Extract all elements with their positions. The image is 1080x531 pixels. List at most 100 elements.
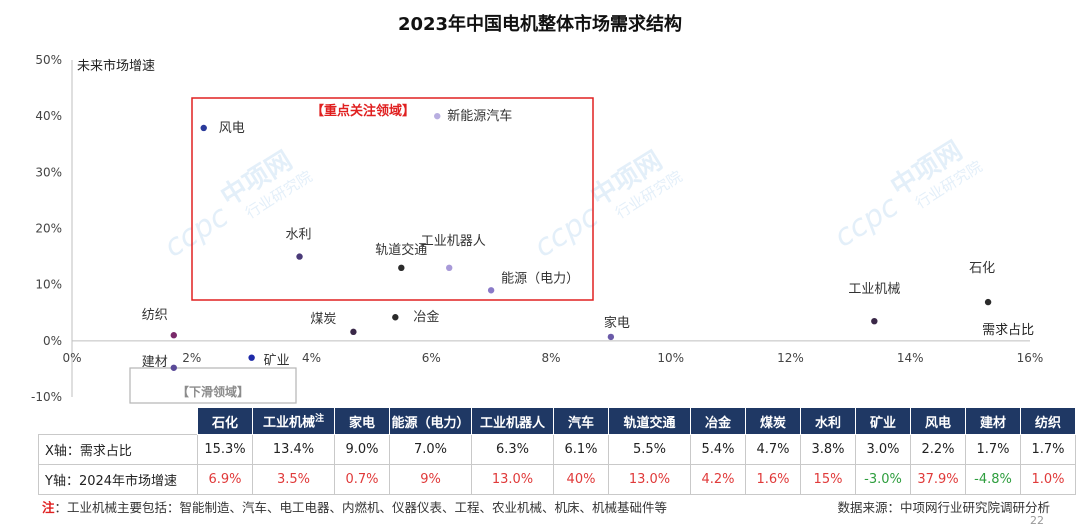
- data-point: [487, 287, 495, 294]
- data-point: [871, 317, 878, 325]
- table-header-label: 纺织: [1034, 415, 1061, 431]
- point-label: 石化: [969, 261, 995, 276]
- table-header-cell: 纺织: [1020, 407, 1076, 435]
- data-point: [200, 124, 207, 132]
- table-cell: 9.0%: [334, 434, 390, 465]
- table-header-label: 煤炭: [759, 415, 786, 431]
- table-header-label: 轨道交通: [623, 415, 676, 431]
- data-point: [350, 328, 357, 336]
- data-point: [607, 333, 615, 341]
- table-header-cell: 风电: [910, 407, 966, 435]
- x-tick-label: 8%: [541, 351, 560, 365]
- table-cell: 40%: [553, 464, 609, 495]
- decline-region-label: 【下滑领域】: [177, 384, 249, 399]
- table-cell: 7.0%: [389, 434, 472, 465]
- table-header-label: 水利: [814, 415, 841, 431]
- table-header-cell: 工业机器人: [471, 407, 554, 435]
- point-label: 矿业: [264, 354, 290, 369]
- watermark-brand: ccpc: [828, 188, 905, 254]
- table-cell: 13.4%: [252, 434, 335, 465]
- data-point: [296, 253, 303, 260]
- table-cell: -3.0%: [855, 464, 911, 495]
- point-label: 能源（电力）: [501, 271, 579, 286]
- table-cell: 13.0%: [471, 464, 554, 495]
- y-tick-label: -10%: [31, 390, 62, 404]
- point-label: 工业机器人: [421, 234, 486, 249]
- table-header-label: 工业机器人: [479, 415, 545, 431]
- table-header-cell: 矿业: [855, 407, 911, 435]
- focus-region-box: [191, 97, 594, 301]
- table-row-label: Y轴：2024年市场增速: [38, 464, 198, 495]
- table-header-label: 冶金: [704, 415, 731, 431]
- watermark-brand: ccpc: [158, 198, 235, 264]
- table-cell: 13.0%: [608, 464, 691, 495]
- x-tick-label: 4%: [302, 351, 321, 365]
- x-tick-label: 2%: [182, 351, 201, 365]
- table-header-cell: 能源（电力）: [389, 407, 472, 435]
- footnote: 注：工业机械主要包括：智能制造、汽车、电工电器、内燃机、仪器仪表、工程、农业机械…: [42, 497, 667, 516]
- table-header-sup: 注: [315, 414, 325, 425]
- table-cell: 5.4%: [690, 434, 746, 465]
- decline-region-box: [129, 367, 297, 404]
- y-tick-label: 50%: [35, 53, 62, 67]
- table-cell: 6.9%: [197, 464, 253, 495]
- y-tick-label: 0%: [43, 334, 62, 348]
- table-cell: 6.1%: [553, 434, 609, 465]
- table-cell: 2.2%: [910, 434, 966, 465]
- table-header-cell: 工业机械注: [252, 407, 335, 435]
- footnote-text: ：工业机械主要包括：智能制造、汽车、电工电器、内燃机、仪器仪表、工程、农业机械、…: [54, 500, 668, 515]
- table-cell: -4.8%: [965, 464, 1021, 495]
- table-header-label: 风电: [924, 415, 951, 431]
- table-cell: 3.0%: [855, 434, 911, 465]
- table-row-x: X轴：需求占比 15.3% 13.4% 9.0% 7.0% 6.3% 6.1% 5.5% 5.4…: [38, 434, 1076, 465]
- table-header-cell: 汽车: [553, 407, 609, 435]
- table-header-label: 家电: [348, 415, 375, 431]
- table-row-label: X轴：需求占比: [38, 434, 198, 465]
- table-cell: 37.9%: [910, 464, 966, 495]
- table-header-label: 能源（电力）: [391, 415, 470, 431]
- data-table: 石化 工业机械注 家电 能源（电力） 工业机器人 汽车 轨道交通 冶金 煤炭 水利 矿业 风电 建材 纺织…: [38, 407, 1076, 495]
- y-tick-label: 30%: [35, 165, 62, 179]
- table-header-label: 工业机械: [262, 415, 315, 431]
- point-label: 新能源汽车: [447, 108, 512, 124]
- table-cell: 3.8%: [800, 434, 856, 465]
- y-tick-label: 20%: [35, 222, 62, 236]
- table-header-label: 建材: [979, 415, 1006, 431]
- data-point: [170, 332, 177, 339]
- table-header-cell: 水利: [800, 407, 856, 435]
- point-label: 工业机械: [848, 282, 900, 297]
- table-cell: 4.2%: [690, 464, 746, 495]
- table-header-row: 石化 工业机械注 家电 能源（电力） 工业机器人 汽车 轨道交通 冶金 煤炭 水利 矿业 风电 建材 纺织: [38, 407, 1076, 435]
- table-header-cell: 冶金: [690, 407, 746, 435]
- table-cell: 0.7%: [334, 464, 390, 495]
- data-point: [392, 314, 399, 321]
- table-cell: 1.7%: [1020, 434, 1076, 465]
- table-header-label: 矿业: [869, 415, 896, 431]
- table-header-label: 汽车: [567, 415, 594, 431]
- x-axis-title: 需求占比: [982, 323, 1034, 338]
- point-label: 建材: [142, 355, 168, 370]
- table-cell: 1.0%: [1020, 464, 1076, 495]
- y-tick-label: 40%: [35, 109, 62, 123]
- table-cell: 4.7%: [745, 434, 801, 465]
- chart-title: 2023年中国电机整体市场需求结构: [397, 14, 683, 35]
- data-point: [170, 364, 177, 371]
- table-header-cell: 建材: [965, 407, 1021, 435]
- focus-region-label: 【重点关注领域】: [311, 103, 415, 119]
- table-header-cell: 煤炭: [745, 407, 801, 435]
- x-tick-label: 10%: [657, 351, 684, 365]
- y-axis-title: 未来市场增速: [77, 58, 155, 74]
- x-tick-label: 12%: [777, 351, 804, 365]
- footnote-label: 注: [42, 500, 55, 515]
- table-header-cell: 家电: [334, 407, 390, 435]
- x-tick-label: 16%: [1017, 351, 1044, 365]
- point-label: 家电: [604, 315, 630, 331]
- x-tick-label: 14%: [897, 351, 924, 365]
- point-label: 煤炭: [310, 312, 336, 327]
- point-label: 水利: [286, 228, 312, 243]
- table-cell: 15.3%: [197, 434, 253, 465]
